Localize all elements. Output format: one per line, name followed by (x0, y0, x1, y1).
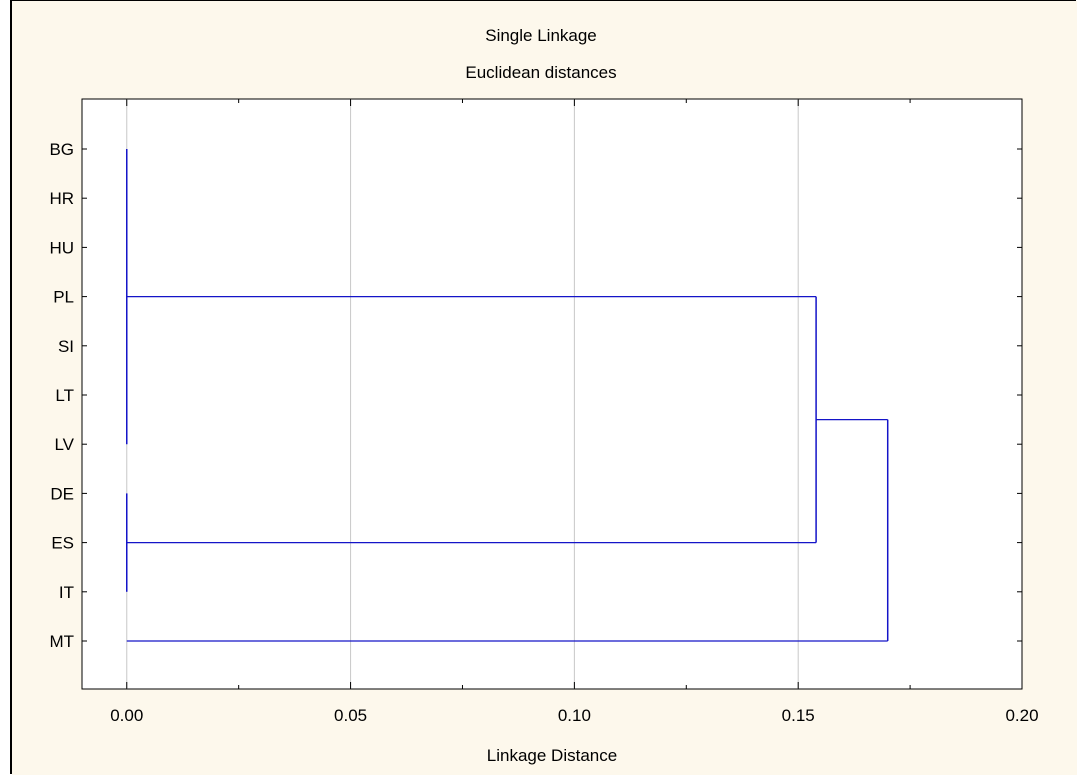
leaf-label-es: ES (51, 534, 74, 553)
plot-area (81, 98, 1023, 690)
chart-title: Single Linkage (485, 26, 597, 45)
leaf-label-mt: MT (49, 632, 74, 651)
leaf-labels: BG HR HU PL SI LT LV DE ES IT MT (49, 140, 74, 651)
leaf-label-hr: HR (49, 189, 74, 208)
chart-panel: Single Linkage Euclidean distances BG HR H… (10, 0, 1077, 775)
x-tick-label: 0.10 (558, 706, 591, 725)
x-tick-label: 0.15 (782, 706, 815, 725)
leaf-label-si: SI (58, 337, 74, 356)
x-tick-label: 0.00 (110, 706, 143, 725)
x-axis-label: Linkage Distance (487, 746, 617, 765)
leaf-label-hu: HU (49, 238, 74, 257)
x-tick-labels: 0.00 0.05 0.10 0.15 0.20 (110, 706, 1038, 725)
dendrogram-branches (126, 149, 889, 642)
leaf-label-lv: LV (54, 435, 74, 454)
leaf-label-pl: PL (53, 288, 74, 307)
x-tick-label: 0.05 (334, 706, 367, 725)
leaf-label-it: IT (59, 583, 74, 602)
chart-subtitle: Euclidean distances (465, 63, 616, 82)
dendrogram-chart: Single Linkage Euclidean distances BG HR H… (12, 1, 1077, 775)
leaf-label-de: DE (50, 484, 74, 503)
axis-ticks (82, 99, 1023, 689)
leaf-label-lt: LT (55, 386, 74, 405)
x-tick-label: 0.20 (1005, 706, 1038, 725)
leaf-label-bg: BG (49, 140, 74, 159)
